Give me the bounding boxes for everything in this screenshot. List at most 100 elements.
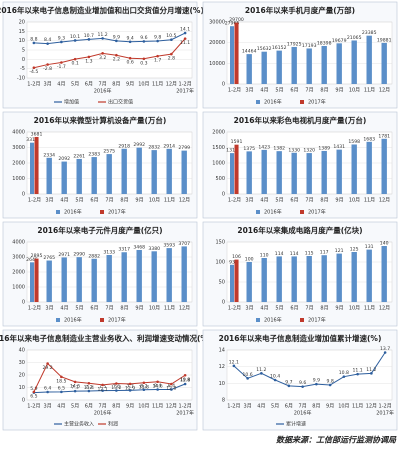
x-tick-label: 9月 bbox=[126, 404, 134, 410]
y-tick-label: 4000 bbox=[12, 130, 25, 136]
y-tick-label: 14 bbox=[219, 348, 225, 354]
y-tick-label: 500 bbox=[215, 176, 225, 182]
point bbox=[383, 351, 387, 354]
x-tick-label: 8月 bbox=[112, 404, 120, 410]
data-label: 2832 bbox=[148, 145, 160, 151]
x-tick-label: 11月 bbox=[164, 306, 175, 312]
point bbox=[328, 383, 332, 387]
y-tick-label: 0 bbox=[22, 57, 25, 63]
data-label: -4.5 bbox=[29, 69, 38, 75]
y-tick-label: 0 bbox=[22, 300, 25, 306]
data-label: 131 bbox=[365, 244, 374, 250]
legend-label: 出口交货值 bbox=[108, 99, 133, 106]
x-tick-label: 6月 bbox=[290, 198, 298, 204]
bar bbox=[381, 42, 387, 84]
data-label: 3681 bbox=[31, 131, 43, 137]
x-tick-label: 4月 bbox=[57, 82, 65, 88]
data-label: 1389 bbox=[318, 145, 330, 151]
data-label: 8.4 bbox=[154, 383, 161, 389]
data-label: 7.1 bbox=[71, 385, 78, 391]
point bbox=[156, 388, 159, 391]
data-label: 3317 bbox=[118, 247, 130, 253]
point bbox=[46, 390, 49, 394]
x-group-label: 2017年 bbox=[376, 410, 394, 417]
point bbox=[156, 39, 159, 43]
data-label: 9.6 bbox=[140, 35, 147, 41]
data-label: 2.8 bbox=[168, 56, 175, 62]
series-line bbox=[33, 38, 186, 69]
data-label: 7.5 bbox=[99, 384, 106, 390]
bar bbox=[106, 255, 112, 302]
data-label: 7.7 bbox=[126, 384, 133, 390]
x-tick-label: 5月 bbox=[71, 404, 79, 410]
data-label: 13.4 bbox=[84, 385, 94, 391]
point bbox=[32, 66, 36, 70]
x-tick-label: 3月 bbox=[44, 404, 52, 410]
x-tick-label: 8月 bbox=[120, 198, 128, 204]
x-tick-label: 3月 bbox=[44, 82, 52, 88]
x-tick-label: 9月 bbox=[326, 404, 334, 410]
bar bbox=[61, 161, 67, 194]
data-label: 18398 bbox=[317, 40, 332, 46]
point bbox=[246, 377, 249, 380]
bar bbox=[76, 158, 82, 194]
point bbox=[370, 372, 373, 375]
x-tick-label: 9月 bbox=[335, 88, 343, 94]
x-tick-label: 1-2月 bbox=[28, 198, 41, 204]
data-label: 14464 bbox=[242, 49, 257, 55]
data-label: 9.9 bbox=[113, 34, 120, 40]
y-tick-label: 30000 bbox=[209, 20, 225, 26]
x-tick-label: 9月 bbox=[126, 82, 134, 88]
y-tick-label: 1500 bbox=[212, 145, 225, 151]
data-label: 1375 bbox=[243, 146, 255, 152]
data-label: 3593 bbox=[163, 243, 175, 249]
data-label: 121 bbox=[335, 248, 344, 254]
data-label: 19881 bbox=[377, 37, 392, 43]
y-tick-label: 10 bbox=[19, 38, 25, 44]
data-label: 11.1 bbox=[180, 40, 190, 46]
data-label: 2645 bbox=[26, 257, 38, 263]
data-label: 125 bbox=[350, 247, 359, 253]
data-label: 14.6 bbox=[153, 383, 163, 389]
data-label: 3468 bbox=[133, 244, 145, 250]
data-label: 106 bbox=[232, 254, 241, 260]
x-tick-label: 4月 bbox=[60, 306, 68, 312]
x-tick-label: 5月 bbox=[271, 404, 279, 410]
bar bbox=[76, 257, 82, 302]
y-tick-label: -10 bbox=[17, 76, 25, 82]
data-label: 2092 bbox=[58, 156, 70, 162]
x-tick-label: 11月 bbox=[364, 306, 375, 312]
point bbox=[32, 41, 36, 45]
x-tick-label: 6月 bbox=[85, 404, 93, 410]
x-tick-label: 12月 bbox=[179, 306, 190, 312]
series-line bbox=[33, 362, 186, 393]
x-group-label: 2016年 bbox=[294, 410, 312, 417]
bar bbox=[181, 150, 187, 194]
bar bbox=[121, 252, 127, 302]
data-label: 2.2 bbox=[113, 57, 120, 63]
point bbox=[60, 390, 63, 394]
bar bbox=[46, 157, 52, 194]
point bbox=[73, 57, 77, 61]
data-label: 1330 bbox=[288, 147, 300, 153]
legend-label: 2016年 bbox=[264, 317, 282, 324]
x-tick-label: 5月 bbox=[75, 306, 83, 312]
bar bbox=[34, 258, 39, 302]
data-label: 29700 bbox=[229, 17, 244, 23]
point bbox=[128, 389, 132, 392]
data-label: 2882 bbox=[88, 253, 100, 259]
data-label: 0.3 bbox=[140, 60, 147, 66]
data-label: 2990 bbox=[73, 252, 85, 258]
y-tick-label: 40 bbox=[19, 348, 25, 354]
legend-swatch bbox=[100, 318, 104, 322]
data-label: 117 bbox=[320, 250, 329, 256]
data-label: 9.8 bbox=[154, 35, 161, 41]
point bbox=[156, 54, 159, 58]
series-line bbox=[233, 352, 386, 388]
data-label: 8.8 bbox=[30, 36, 37, 42]
data-label: 2261 bbox=[73, 153, 85, 159]
data-label: 93 bbox=[229, 259, 235, 265]
bar bbox=[234, 22, 239, 84]
data-label: 19.8 bbox=[180, 377, 190, 383]
x-tick-label: 10月 bbox=[349, 306, 360, 312]
